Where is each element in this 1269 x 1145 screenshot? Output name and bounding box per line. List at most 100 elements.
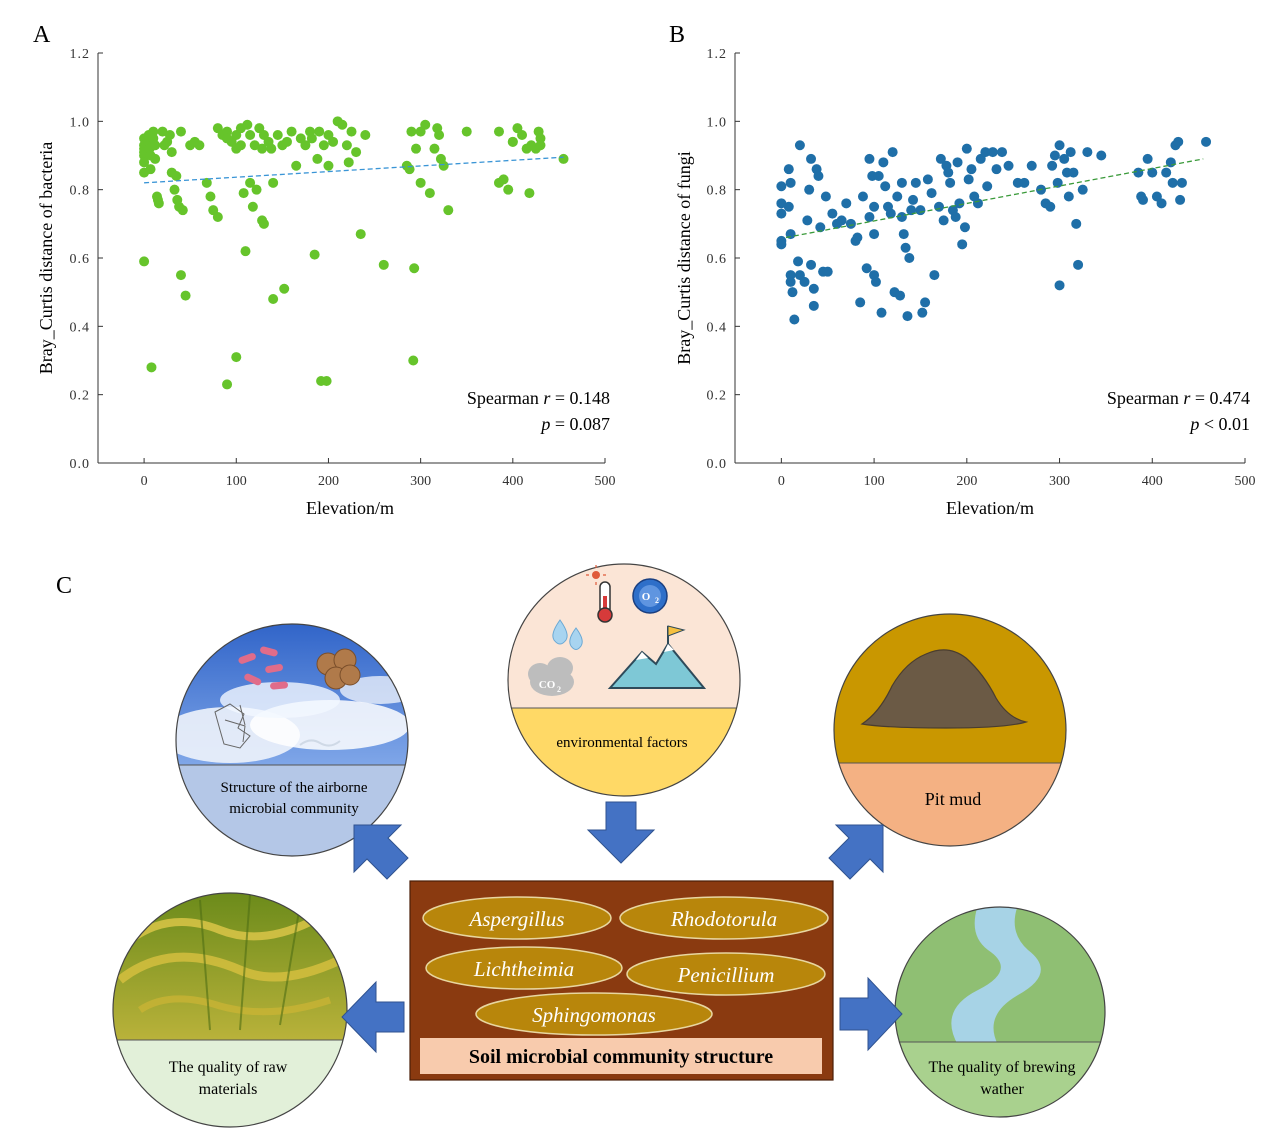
raw-materials-label: The quality of raw materials xyxy=(169,1059,288,1098)
y-tick-label: 1.0 xyxy=(70,115,91,130)
data-point xyxy=(806,153,817,164)
data-point xyxy=(524,188,535,199)
data-point xyxy=(892,191,903,202)
data-point xyxy=(869,201,880,212)
data-point xyxy=(783,164,794,175)
chart-b-axes: 0 100 200 300 400 500 0.0 0.2 0.4 0.6 0.8 1.0 1.2 xyxy=(707,47,1256,489)
data-point xyxy=(150,140,161,151)
data-point xyxy=(1054,140,1065,151)
data-point xyxy=(880,181,891,192)
data-point xyxy=(1045,201,1056,212)
data-point xyxy=(802,215,813,226)
chart-b-stat-p: p < 0.01 xyxy=(1188,414,1250,434)
x-tick-label: 500 xyxy=(1235,474,1256,489)
data-point xyxy=(982,181,993,192)
data-point xyxy=(902,311,913,322)
data-point xyxy=(406,126,417,137)
data-point xyxy=(286,126,297,137)
x-tick-label: 500 xyxy=(595,474,616,489)
data-point xyxy=(1071,218,1082,229)
data-point xyxy=(827,208,838,219)
oxygen-icon: O 2 xyxy=(632,578,668,614)
data-point xyxy=(997,147,1008,158)
data-point xyxy=(360,130,371,140)
chart-a-axes: 0 100 200 300 400 500 0.0 0.2 0.4 0.6 0.8 1.0 1.2 xyxy=(70,47,616,489)
data-point xyxy=(1047,160,1058,171)
data-point xyxy=(1049,150,1060,161)
data-point xyxy=(1073,259,1084,270)
data-point xyxy=(312,153,323,164)
data-point xyxy=(945,177,956,188)
x-tick-label: 300 xyxy=(1049,474,1070,489)
data-point xyxy=(205,191,216,202)
data-point xyxy=(245,130,256,140)
data-point xyxy=(1063,191,1074,202)
chart-a-stat-p: p = 0.087 xyxy=(539,414,610,434)
chart-b-xlabel: Elevation/m xyxy=(946,498,1034,518)
data-point xyxy=(171,171,182,181)
data-point xyxy=(169,184,180,195)
data-point xyxy=(424,188,435,199)
panel-label-a: A xyxy=(33,22,51,48)
data-point xyxy=(306,133,317,144)
data-point xyxy=(895,290,906,301)
data-point xyxy=(841,198,852,209)
microbe-rhodotorula: Rhodotorula xyxy=(670,907,777,931)
data-point xyxy=(346,126,357,137)
environment-label: environmental factors xyxy=(556,735,687,751)
brewing-water-label: The quality of brewing wather xyxy=(928,1059,1075,1098)
data-point xyxy=(1082,147,1093,158)
data-point xyxy=(279,283,290,294)
data-point xyxy=(776,208,787,219)
data-point xyxy=(461,126,472,137)
svg-text:O: O xyxy=(642,591,651,603)
data-point xyxy=(245,177,256,188)
data-point xyxy=(166,147,177,158)
data-point xyxy=(1026,160,1037,171)
y-tick-label: 0.6 xyxy=(70,252,91,267)
data-point xyxy=(917,307,928,318)
data-point xyxy=(222,126,233,137)
chart-a-stat-r: Spearman r = 0.148 xyxy=(467,388,610,408)
data-point xyxy=(146,362,157,373)
data-point xyxy=(507,136,518,147)
data-point xyxy=(175,126,186,137)
data-point xyxy=(180,290,191,301)
data-point xyxy=(409,263,420,274)
data-point xyxy=(309,249,320,260)
data-point xyxy=(1065,147,1076,158)
data-point xyxy=(291,160,302,171)
data-point xyxy=(323,160,334,171)
data-point xyxy=(855,297,866,308)
data-point xyxy=(1175,194,1186,205)
data-point xyxy=(177,205,188,216)
data-point xyxy=(820,191,831,202)
data-point xyxy=(175,270,186,281)
data-point xyxy=(351,147,362,158)
data-point xyxy=(938,215,949,226)
data-point xyxy=(845,218,856,229)
data-point xyxy=(876,307,887,318)
data-point xyxy=(957,239,968,250)
data-point xyxy=(789,314,800,325)
data-point xyxy=(785,276,796,287)
data-point xyxy=(343,157,354,168)
panel-label-b: B xyxy=(669,22,685,48)
data-point xyxy=(535,140,546,151)
data-point xyxy=(318,140,329,151)
data-point xyxy=(268,177,279,188)
data-point xyxy=(987,147,998,158)
data-point xyxy=(411,143,422,154)
data-point xyxy=(799,276,810,287)
data-point xyxy=(896,177,907,188)
pit-mud-label: Pit mud xyxy=(925,789,982,809)
data-point xyxy=(1068,167,1079,178)
data-point xyxy=(906,205,917,216)
data-point xyxy=(864,153,875,164)
data-point xyxy=(783,201,794,212)
arrow-up-right xyxy=(828,824,884,880)
data-point xyxy=(1167,177,1178,188)
river-icon xyxy=(951,907,1041,1045)
data-point xyxy=(861,263,872,274)
